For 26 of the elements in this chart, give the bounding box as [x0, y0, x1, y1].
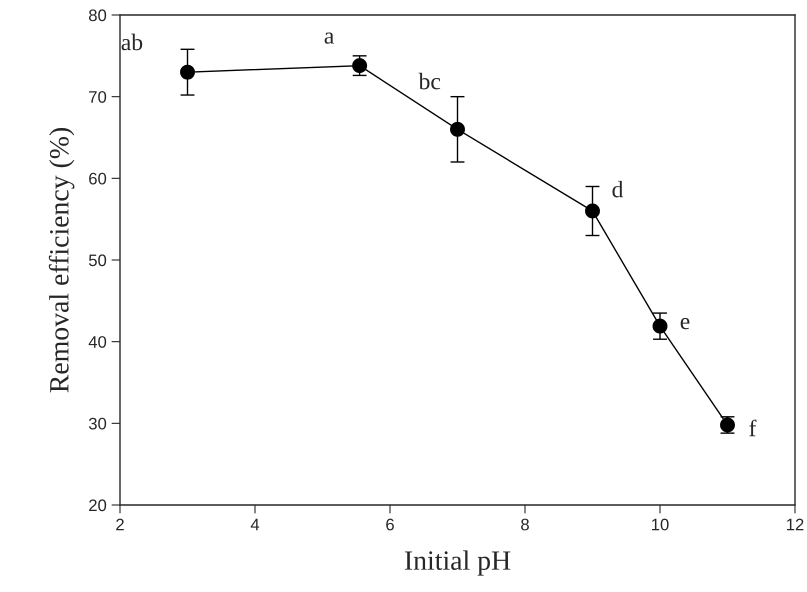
annotation: e: [680, 318, 690, 330]
x-axis-title: Initial pH: [404, 550, 510, 576]
y-tick-label: 70: [89, 91, 106, 103]
annotation: d: [612, 180, 624, 198]
annotation: bc: [418, 72, 440, 90]
annotation: f: [749, 420, 756, 436]
y-tick-label: 50: [88, 254, 106, 266]
point: [585, 204, 600, 218]
x-tick-label: 4: [250, 518, 260, 530]
y-tick-label: 20: [89, 499, 106, 512]
y-axis-title: Removal efficiency (%): [48, 128, 74, 392]
x-tick-label: 10: [652, 518, 669, 530]
y-tick-label: 40: [88, 336, 106, 348]
annotation: a: [324, 32, 334, 44]
x-tick-label: 12: [787, 518, 804, 530]
point: [652, 318, 668, 334]
x-tick-label: 2: [116, 518, 124, 530]
point: [450, 122, 465, 137]
x-tick-label: 6: [386, 518, 394, 530]
annotation: ab: [122, 34, 142, 50]
point: [180, 64, 195, 80]
point: [352, 58, 368, 74]
y-tick-label: 80: [88, 9, 106, 22]
y-tick-label: 30: [88, 418, 106, 430]
y-tick-label: 60: [89, 172, 106, 185]
x-tick-label: 8: [521, 518, 529, 530]
